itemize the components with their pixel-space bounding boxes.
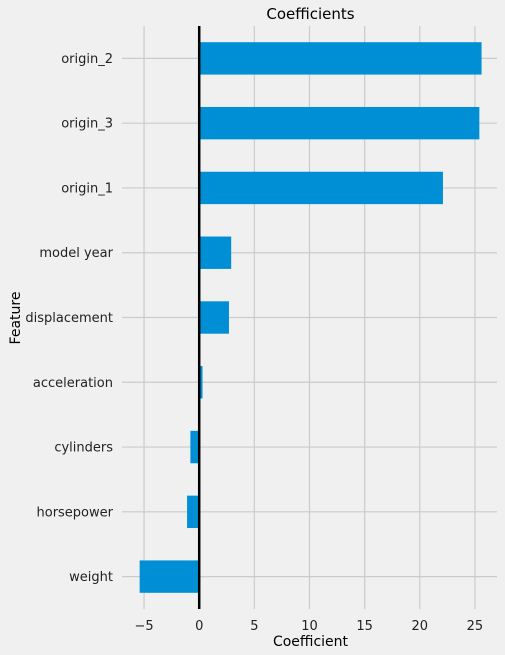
- x-axis-label: Coefficient: [273, 634, 349, 650]
- y-tick-label-origin-1: origin_1: [61, 181, 113, 196]
- y-tick-label-horsepower: horsepower: [37, 505, 114, 520]
- y-tick-label-origin-3: origin_3: [61, 117, 113, 132]
- bar-displacement: [199, 301, 229, 334]
- y-tick-label-model-year: model year: [39, 246, 113, 261]
- bar-origin-2: [199, 42, 482, 75]
- y-tick-label-acceleration: acceleration: [33, 376, 113, 391]
- bar-weight: [139, 560, 200, 593]
- x-tick-labels: −5 0 5 10 15 20 25: [134, 619, 483, 634]
- x-tick-label: 0: [195, 619, 203, 634]
- x-tick-label: 15: [356, 619, 373, 634]
- y-tick-label-origin-2: origin_2: [61, 52, 113, 67]
- bars: [139, 42, 482, 593]
- x-tick-label: 20: [412, 619, 429, 634]
- y-tick-label-cylinders: cylinders: [54, 441, 113, 456]
- y-tick-label-displacement: displacement: [25, 311, 113, 326]
- bar-origin-1: [199, 171, 443, 205]
- bar-horsepower: [187, 495, 200, 529]
- y-axis-label: Feature: [8, 292, 24, 345]
- bar-cylinders: [190, 430, 200, 464]
- bar-acceleration: [199, 366, 203, 399]
- bar-origin-3: [199, 106, 480, 140]
- x-tick-label: −5: [134, 619, 153, 634]
- x-tick-label: 5: [250, 619, 258, 634]
- bar-model-year: [199, 236, 232, 269]
- chart-title: Coefficients: [266, 5, 354, 23]
- x-tick-label: 10: [301, 619, 318, 634]
- x-tick-label: 25: [467, 619, 484, 634]
- y-tick-label-weight: weight: [69, 570, 113, 585]
